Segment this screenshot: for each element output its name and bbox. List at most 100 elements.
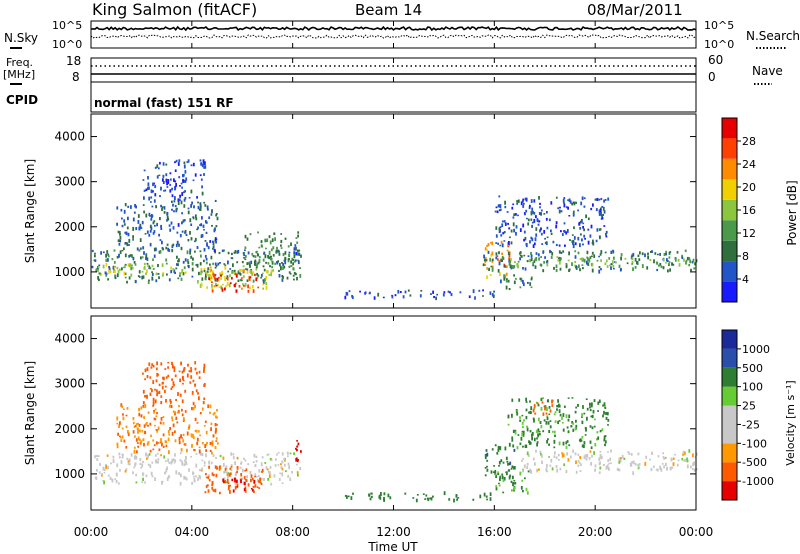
- power-cell: [527, 281, 529, 284]
- power-cell: [211, 224, 213, 227]
- power-cell: [146, 230, 149, 234]
- power-cell: [121, 267, 123, 271]
- power-cell: [580, 233, 582, 236]
- power-ylabel: Slant Range [km]: [23, 159, 37, 263]
- velocity-cell: [168, 433, 171, 436]
- power-cell: [149, 242, 152, 247]
- velocity-cell: [184, 459, 187, 463]
- velocity-cell: [605, 416, 608, 420]
- power-cell: [239, 268, 241, 273]
- power-cell: [163, 190, 165, 192]
- power-cell: [114, 270, 116, 274]
- velocity-cell: [693, 468, 696, 472]
- power-cell: [200, 254, 202, 258]
- velocity-cell: [151, 461, 154, 464]
- velocity-cell: [499, 477, 501, 482]
- power-cell: [658, 264, 660, 267]
- velocity-cell: [215, 440, 218, 442]
- power-cell: [265, 285, 268, 290]
- velocity-cell: [96, 454, 98, 457]
- velocity-cell: [562, 453, 565, 457]
- velocity-cell: [165, 444, 168, 448]
- velocity-cell: [96, 469, 98, 472]
- power-colorbar-swatch: [722, 281, 737, 302]
- velocity-cell: [683, 451, 686, 456]
- power-cell: [213, 276, 216, 280]
- velocity-cell: [565, 414, 568, 418]
- power-cell: [647, 252, 649, 256]
- velocity-cell: [142, 389, 145, 394]
- velocity-cell: [157, 442, 160, 444]
- velocity-cell: [593, 451, 595, 455]
- power-cell: [524, 213, 526, 216]
- power-cell: [591, 255, 593, 257]
- power-cell: [495, 256, 498, 260]
- power-cell: [178, 243, 180, 247]
- velocity-cell: [586, 453, 589, 458]
- power-cell: [229, 282, 232, 285]
- velocity-cell: [186, 373, 189, 378]
- velocity-cell: [621, 454, 624, 459]
- power-cell: [145, 256, 147, 260]
- power-cell: [571, 234, 574, 236]
- power-cell: [148, 186, 150, 190]
- velocity-colorbar-label: -25: [742, 418, 760, 431]
- velocity-cell: [112, 455, 115, 459]
- power-cell: [565, 206, 568, 209]
- power-cell: [136, 247, 139, 251]
- power-cell: [290, 242, 292, 246]
- power-cell: [590, 224, 593, 229]
- velocity-cell: [125, 425, 128, 429]
- velocity-cell: [137, 445, 140, 448]
- power-cell: [271, 260, 274, 263]
- velocity-cell: [144, 395, 146, 398]
- velocity-colorbar-swatch: [722, 386, 737, 406]
- power-cell: [184, 170, 187, 174]
- power-cell: [278, 252, 281, 256]
- velocity-cell: [233, 477, 236, 480]
- power-cell: [295, 272, 297, 276]
- velocity-cell: [175, 470, 178, 475]
- power-cell: [556, 256, 559, 258]
- velocity-cell: [296, 460, 299, 463]
- power-cell: [295, 237, 298, 239]
- power-cell: [165, 178, 168, 183]
- velocity-cell: [239, 466, 242, 469]
- velocity-cell: [527, 453, 530, 458]
- velocity-cell: [597, 401, 600, 405]
- velocity-cell: [663, 465, 665, 469]
- velocity-cell: [218, 465, 221, 470]
- velocity-cell: [627, 451, 630, 454]
- velocity-cell: [167, 374, 170, 378]
- velocity-cell: [213, 411, 216, 415]
- power-cell: [488, 267, 490, 271]
- velocity-cell: [216, 409, 218, 412]
- power-cell: [181, 192, 184, 196]
- velocity-cell: [561, 452, 564, 455]
- velocity-cell: [562, 441, 565, 446]
- velocity-cell: [162, 381, 164, 384]
- velocity-cell: [277, 464, 280, 466]
- power-cell: [248, 263, 251, 266]
- power-cell: [108, 267, 111, 271]
- power-cell: [124, 231, 127, 234]
- velocity-cell: [102, 480, 104, 482]
- power-cell: [485, 259, 488, 262]
- velocity-cell: [170, 405, 173, 408]
- velocity-cell: [548, 429, 551, 433]
- power-cell: [220, 274, 222, 277]
- power-cell: [542, 251, 545, 254]
- power-ytick-label: 1000: [54, 265, 85, 279]
- velocity-cell: [167, 458, 170, 462]
- power-cell: [297, 260, 300, 265]
- velocity-cell: [596, 431, 599, 434]
- power-cell: [138, 270, 141, 274]
- power-cell: [162, 248, 164, 251]
- velocity-cell: [497, 445, 500, 449]
- velocity-cell: [164, 368, 167, 370]
- velocity-cell: [174, 459, 177, 462]
- power-cell: [666, 258, 668, 262]
- velocity-cell: [216, 423, 218, 426]
- velocity-cell: [212, 413, 215, 416]
- power-cell: [177, 202, 180, 205]
